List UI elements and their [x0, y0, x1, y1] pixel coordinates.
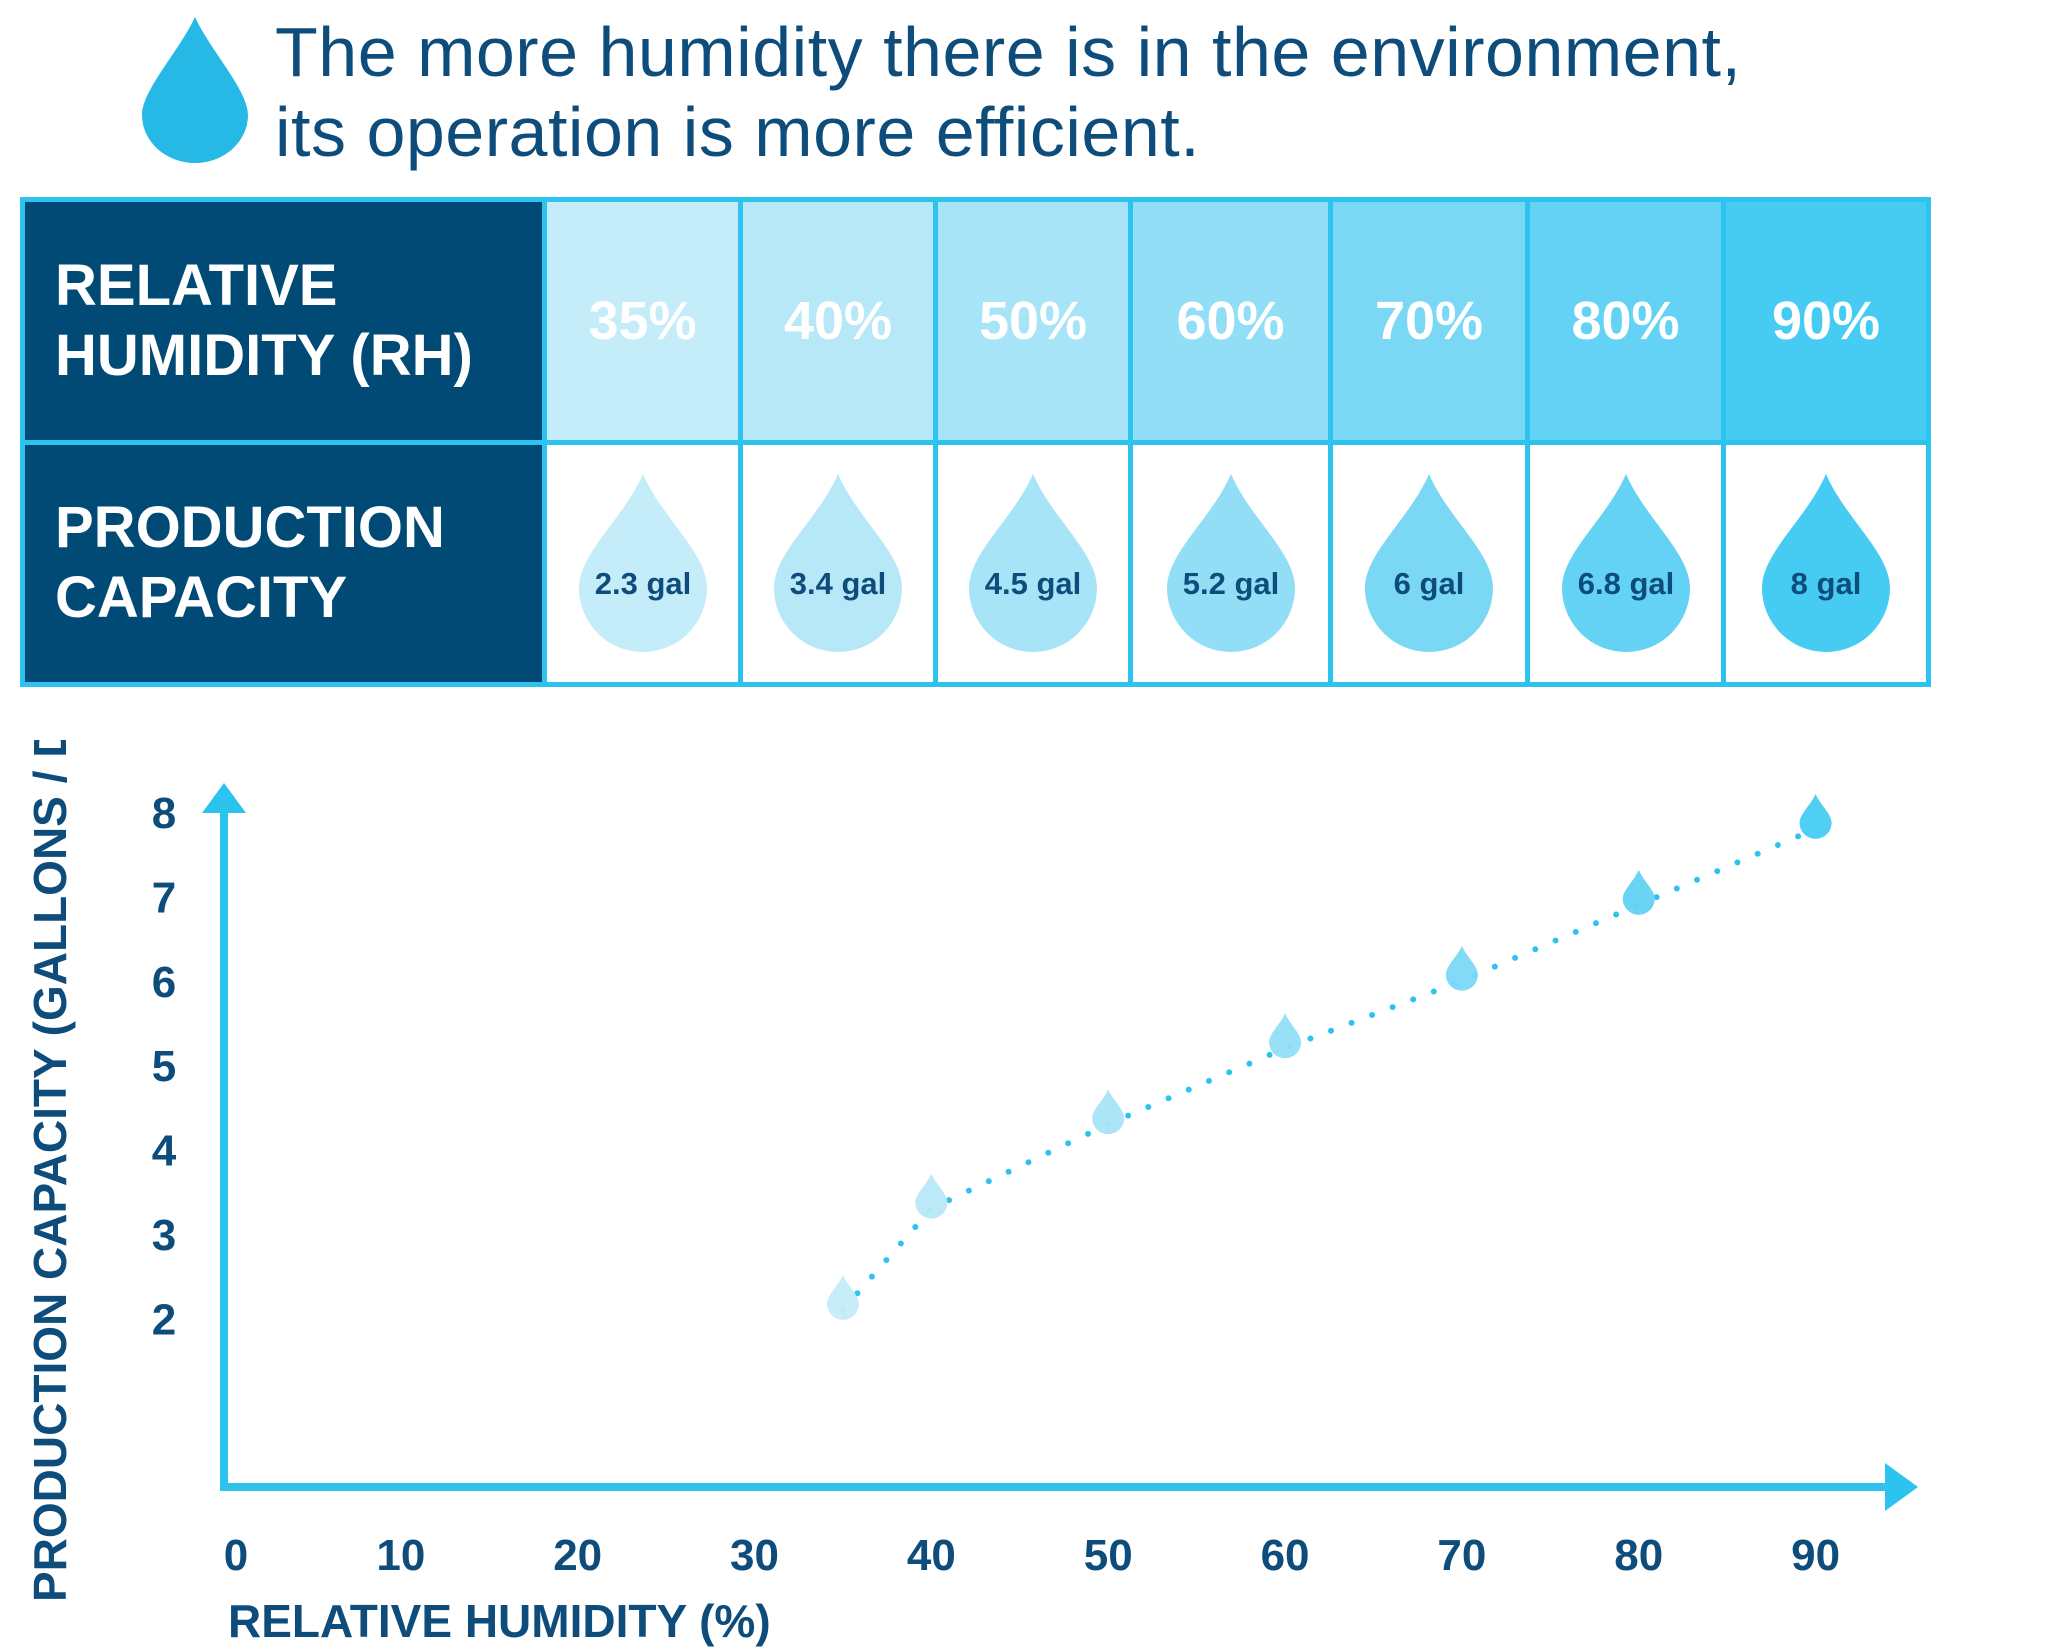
- x-tick-label: 50: [1084, 1531, 1133, 1580]
- water-drop-icon: [1166, 474, 1295, 653]
- humidity-capacity-chart: RELATIVE HUMIDITY (%) PRODUCTION CAPACIT…: [24, 740, 1918, 1647]
- capacity-value: 6 gal: [1394, 566, 1465, 601]
- data-point: [1622, 869, 1655, 915]
- rh-cell: 60%: [1128, 197, 1333, 445]
- water-drop-icon: [578, 474, 707, 653]
- rh-cell: 35%: [542, 197, 743, 445]
- capacity-value: 5.2 gal: [1182, 566, 1279, 601]
- y-tick-label: 6: [152, 958, 176, 1007]
- x-tick-label: 90: [1791, 1531, 1840, 1580]
- capacity-drop: 4.5 gal: [969, 474, 1097, 653]
- rh-cell: 80%: [1525, 197, 1726, 445]
- capacity-cell: 4.5 gal: [933, 439, 1133, 687]
- capacity-drop: 2.3 gal: [578, 474, 707, 653]
- production-capacity-header: PRODUCTION CAPACITY: [20, 439, 547, 687]
- rh-cell: 40%: [738, 197, 938, 445]
- y-tick-label: 5: [152, 1042, 176, 1091]
- capacity-value: 8 gal: [1791, 566, 1862, 601]
- relative-humidity-header: RELATIVE HUMIDITY (RH): [20, 197, 547, 445]
- headline-line-1: The more humidity there is in the enviro…: [275, 13, 1742, 91]
- capacity-cell: 6.8 gal: [1525, 439, 1726, 687]
- x-tick-label: 80: [1614, 1531, 1663, 1580]
- production-capacity-row: PRODUCTION CAPACITY 2.3 gal 3.4 gal 4.5 …: [20, 439, 1931, 687]
- trend-line: [839, 825, 1819, 1313]
- data-point: [826, 1274, 859, 1320]
- data-point: [1269, 1013, 1302, 1059]
- x-tick-label: 40: [907, 1531, 956, 1580]
- rh-value: 50%: [978, 290, 1088, 351]
- capacity-drop: 5.2 gal: [1166, 474, 1295, 653]
- water-drop-icon: [1762, 474, 1890, 653]
- capacity-value: 3.4 gal: [790, 566, 887, 601]
- x-tick-label: 70: [1437, 1531, 1486, 1580]
- headline: The more humidity there is in the enviro…: [275, 12, 1875, 172]
- x-tick-label: 10: [376, 1531, 425, 1580]
- rh-header-line-2: HUMIDITY (RH): [55, 322, 473, 388]
- rh-value: 70%: [1374, 290, 1484, 351]
- capacity-cell: 6 gal: [1328, 439, 1530, 687]
- y-axis-arrow: [202, 783, 246, 813]
- relative-humidity-row: RELATIVE HUMIDITY (RH) 35% 40% 50% 60% 7…: [20, 197, 1931, 445]
- capacity-value: 2.3 gal: [594, 566, 691, 601]
- capacity-drop: 3.4 gal: [774, 474, 902, 653]
- capacity-drop: 6 gal: [1365, 474, 1493, 653]
- y-tick-label: 2: [152, 1295, 176, 1344]
- capacity-value: 6.8 gal: [1577, 566, 1674, 601]
- y-tick-label: 8: [152, 789, 176, 838]
- x-tick-label: 30: [730, 1531, 779, 1580]
- data-point: [1092, 1089, 1125, 1135]
- water-drop-icon: [1365, 474, 1493, 653]
- x-tick-label: 0: [224, 1531, 248, 1580]
- y-tick-label: 4: [152, 1127, 177, 1176]
- water-drop-icon: [774, 474, 902, 653]
- rh-cell: 90%: [1721, 197, 1931, 445]
- rh-cell: 50%: [933, 197, 1133, 445]
- y-axis-title: PRODUCTION CAPACITY (GALLONS / DAY): [24, 740, 76, 1602]
- capacity-header-line-1: PRODUCTION: [55, 495, 445, 561]
- headline-line-2: its operation is more efficient.: [275, 93, 1201, 171]
- rh-value: 60%: [1176, 290, 1285, 351]
- capacity-cell: 5.2 gal: [1128, 439, 1333, 687]
- water-drop-icon: [1561, 474, 1690, 653]
- data-point: [915, 1173, 948, 1219]
- y-tick-label: 3: [152, 1211, 176, 1260]
- capacity-cell: 2.3 gal: [542, 439, 743, 687]
- capacity-cell: 8 gal: [1721, 439, 1931, 687]
- capacity-drop: 8 gal: [1762, 474, 1890, 653]
- capacity-cell: 3.4 gal: [738, 439, 938, 687]
- capacity-value: 4.5 gal: [985, 566, 1082, 601]
- humidity-capacity-table: RELATIVE HUMIDITY (RH) 35% 40% 50% 60% 7…: [20, 197, 1931, 687]
- rh-value: 80%: [1571, 290, 1680, 351]
- x-axis-arrow: [1885, 1463, 1918, 1511]
- water-drop-icon: [969, 474, 1097, 653]
- y-tick-label: 7: [152, 873, 176, 922]
- x-tick-label: 20: [553, 1531, 602, 1580]
- x-axis-title: RELATIVE HUMIDITY (%): [228, 1595, 771, 1647]
- rh-value: 35%: [588, 290, 697, 351]
- data-point: [1445, 945, 1478, 991]
- rh-cell: 70%: [1328, 197, 1530, 445]
- x-tick-label: 60: [1261, 1531, 1310, 1580]
- rh-value: 90%: [1771, 290, 1881, 351]
- capacity-drop: 6.8 gal: [1561, 474, 1690, 653]
- data-point: [1799, 793, 1832, 839]
- rh-value: 40%: [783, 290, 893, 351]
- capacity-header-line-2: CAPACITY: [55, 565, 348, 631]
- water-drop-icon: [142, 17, 248, 163]
- rh-header-line-1: RELATIVE: [55, 252, 338, 318]
